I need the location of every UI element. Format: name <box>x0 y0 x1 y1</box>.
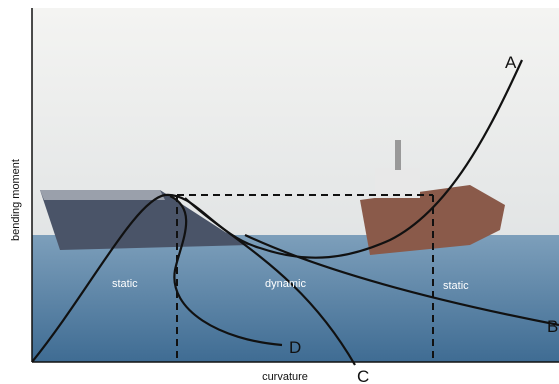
ship-left-deck <box>40 190 165 200</box>
y-axis-label: bending moment <box>10 159 22 241</box>
curve-label: D <box>289 338 301 357</box>
ship-right-bridge <box>375 168 420 198</box>
x-axis-label: curvature <box>262 371 308 383</box>
curve-label: A <box>505 53 517 72</box>
curve-label: C <box>357 367 369 384</box>
region-label: static <box>112 278 138 290</box>
region-label: dynamic <box>265 278 306 290</box>
curve-label: B <box>547 317 558 336</box>
ship-mast <box>395 140 401 170</box>
region-label: static <box>443 280 469 292</box>
page: A B C D static dynamic static curvature … <box>0 0 559 384</box>
diagram: A B C D static dynamic static curvature … <box>0 0 559 384</box>
